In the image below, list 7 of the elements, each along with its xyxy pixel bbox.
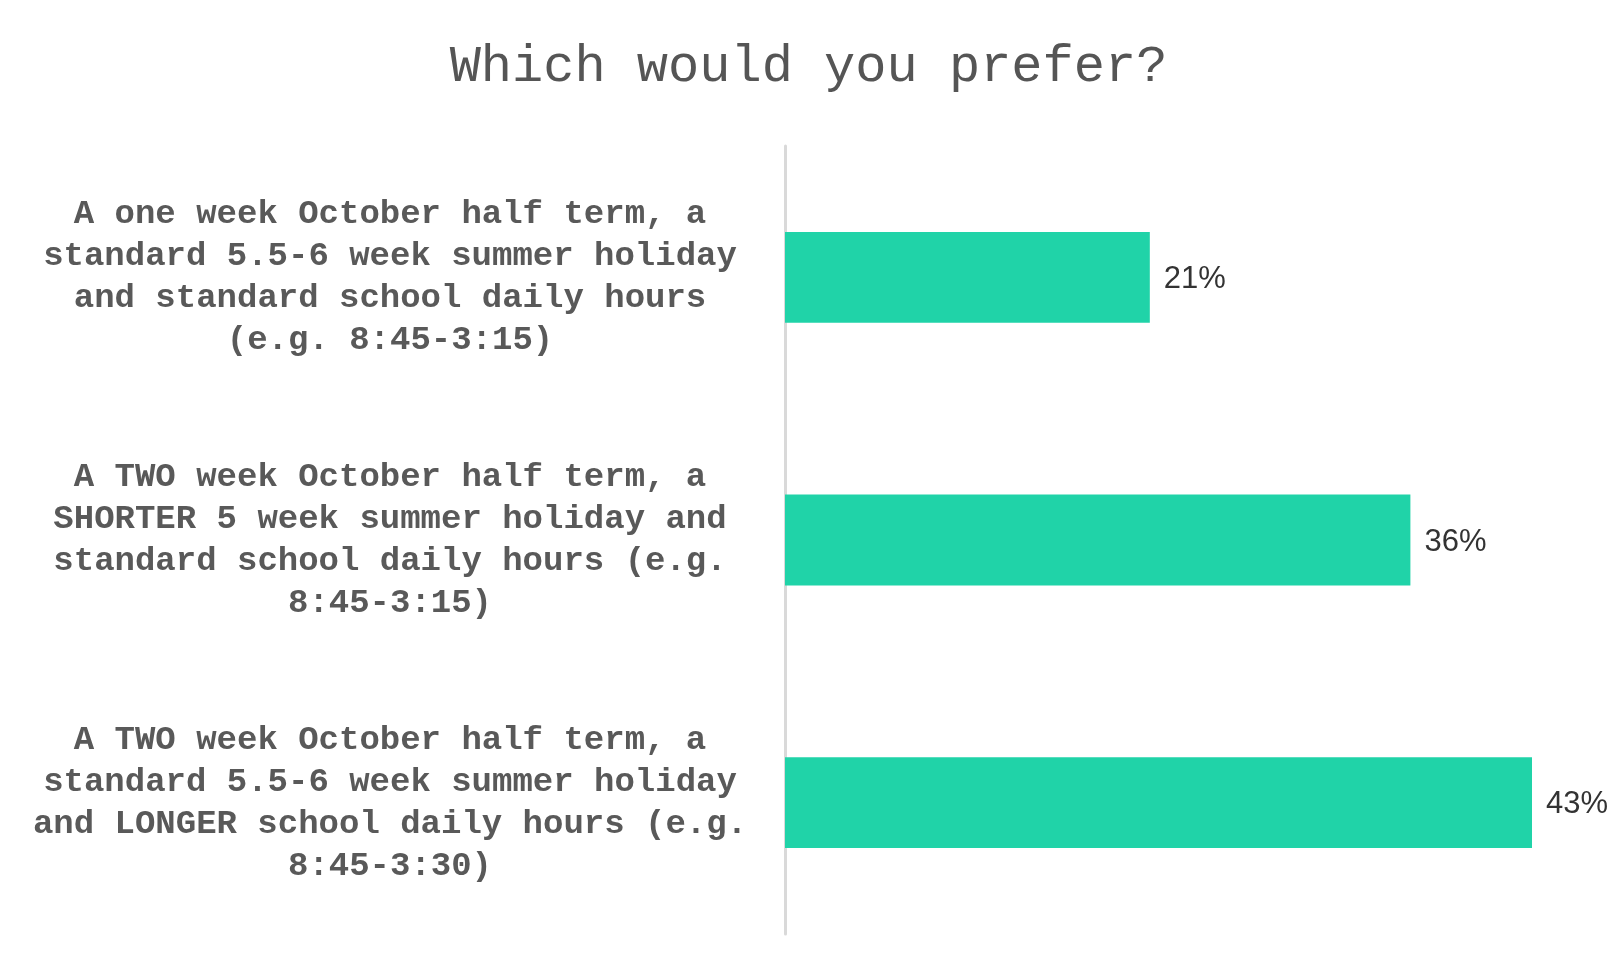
data-label: 43%	[1546, 785, 1609, 821]
y-tick-label: A one week October half term, a standard 5.5-6 week summer holiday and standard school daily hours (e.g. 8:45-3:15)	[43, 195, 737, 360]
y-tick-label: A TWO week October half term, a standard 5.5-6 week summer holiday and LONGER school daily hours (e.g. 8:45-3:30)	[32, 720, 748, 885]
y-tick-label: A TWO week October half term, a SHORTER 5 week summer holiday and standard school daily hours (e.g. 8:45-3:15)	[53, 458, 727, 622]
data-label: 21%	[1163, 259, 1226, 295]
data-label: 36%	[1424, 522, 1487, 558]
chart-title: Which would you prefer?	[449, 37, 1168, 97]
